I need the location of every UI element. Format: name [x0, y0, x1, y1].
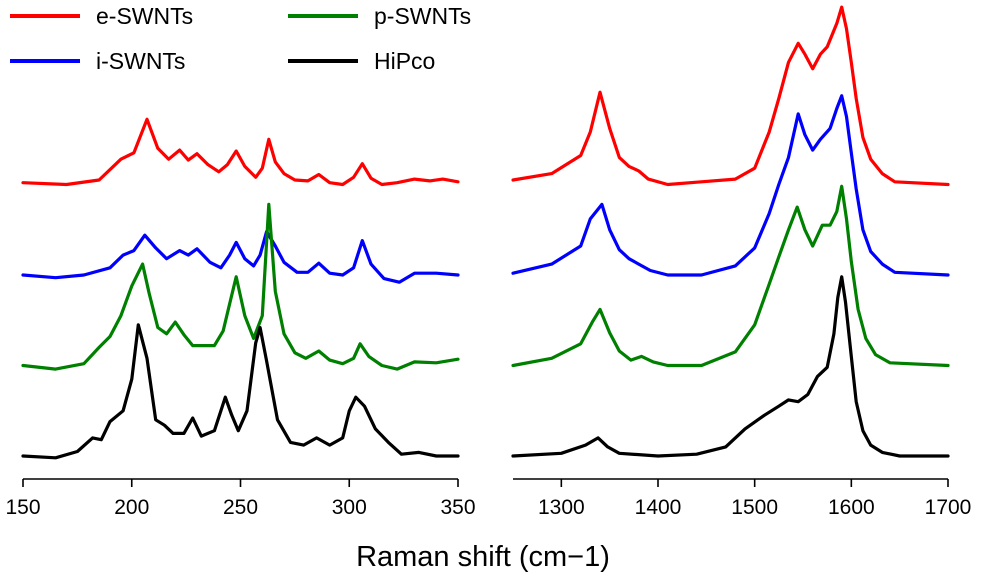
legend-label-hipco: HiPco [374, 48, 435, 74]
series-line-e-swnts-dg [511, 5, 950, 187]
x-tick-label: 1600 [828, 496, 875, 519]
x-axis-title-text: Raman shift (cm−1) [356, 541, 610, 573]
legend-label-i-swnts: i-SWNTs [96, 48, 185, 74]
series-line-hipco-rbm [21, 323, 460, 460]
x-tick-label: 1400 [635, 496, 682, 519]
series-line-i-swnts-rbm [21, 230, 460, 284]
x-axis-title: Raman shift (cm−1) [356, 541, 610, 573]
x-tick-label: 200 [114, 496, 149, 519]
series-line-i-swnts-dg [511, 94, 950, 277]
legend-label-p-swnts: p-SWNTs [374, 3, 471, 29]
legend: e-SWNTs i-SWNTs p-SWNTs HiPco [10, 3, 471, 74]
series-line-p-swnts-dg [511, 184, 950, 368]
x-tick-label: 1300 [538, 496, 585, 519]
x-tick-label: 1500 [731, 496, 778, 519]
x-tick-label: 150 [5, 496, 40, 519]
panel-d-g: 1300 1400 1500 1600 1700 [511, 5, 972, 519]
x-tick-label: 300 [332, 496, 367, 519]
x-tick-label: 250 [223, 496, 258, 519]
x-tick-label: 350 [440, 496, 475, 519]
series-line-e-swnts-rbm [21, 117, 460, 187]
panel-rbm: 150 200 250 300 350 [5, 117, 476, 519]
series-line-hipco-dg [511, 275, 950, 458]
x-tick-label: 1700 [925, 496, 972, 519]
legend-label-e-swnts: e-SWNTs [96, 3, 193, 29]
series-line-p-swnts-rbm [21, 202, 460, 371]
